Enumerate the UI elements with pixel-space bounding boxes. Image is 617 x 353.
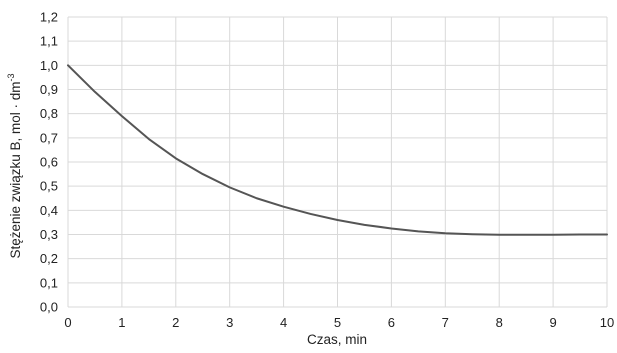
x-tick-label: 9 (549, 315, 556, 330)
x-tick-label: 5 (334, 315, 341, 330)
x-tick-label: 7 (442, 315, 449, 330)
x-tick-label: 4 (280, 315, 287, 330)
x-tick-label: 6 (388, 315, 395, 330)
x-axis-title: Czas, min (307, 332, 367, 347)
y-tick-labels: 0,0 0,1 0,2 0,3 0,4 0,5 0,6 0,7 0,8 0,9 1,0 1,1 1,2 (40, 10, 58, 315)
y-tick-label: 0,0 (40, 300, 58, 315)
y-tick-label: 0,8 (40, 106, 58, 121)
x-tick-labels: 0 1 2 3 4 5 6 7 8 9 10 (64, 315, 614, 330)
y-tick-label: 0,1 (40, 275, 58, 290)
y-tick-label: 0,3 (40, 227, 58, 242)
series-line (67, 64, 608, 236)
y-axis-title-superscript: -3 (6, 73, 16, 81)
y-axis-title: Stężenie związku B, mol · dm-3 (6, 73, 23, 258)
y-tick-label: 1,2 (40, 10, 58, 25)
y-tick-label: 0,4 (40, 203, 58, 218)
grid-lines (67, 16, 608, 308)
x-tick-label: 0 (64, 315, 71, 330)
y-tick-label: 0,5 (40, 179, 58, 194)
y-tick-label: 0,7 (40, 130, 58, 145)
x-tick-label: 3 (226, 315, 233, 330)
x-tick-label: 8 (496, 315, 503, 330)
x-tick-label: 10 (600, 315, 614, 330)
x-tick-label: 2 (172, 315, 179, 330)
y-tick-label: 0,9 (40, 82, 58, 97)
x-tick-label: 1 (118, 315, 125, 330)
y-tick-label: 1,0 (40, 58, 58, 73)
y-tick-label: 0,6 (40, 155, 58, 170)
y-axis-title-text: Stężenie związku B, mol · dm (8, 81, 23, 258)
y-tick-label: 1,1 (40, 34, 58, 49)
y-tick-label: 0,2 (40, 251, 58, 266)
